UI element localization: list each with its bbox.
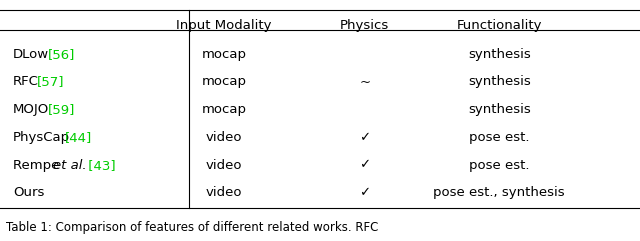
Text: video: video (205, 159, 243, 172)
Text: ✓: ✓ (359, 159, 371, 172)
Text: PhysCap: PhysCap (13, 131, 70, 144)
Text: [44]: [44] (65, 131, 93, 144)
Text: mocap: mocap (202, 75, 246, 88)
Text: pose est., synthesis: pose est., synthesis (433, 186, 565, 199)
Text: Rempe: Rempe (13, 159, 63, 172)
Text: synthesis: synthesis (468, 103, 531, 116)
Text: [57]: [57] (37, 75, 65, 88)
Text: DLow: DLow (13, 48, 49, 61)
Text: [59]: [59] (48, 103, 76, 116)
Text: pose est.: pose est. (469, 131, 529, 144)
Text: video: video (205, 131, 243, 144)
Text: ✓: ✓ (359, 186, 371, 199)
Text: ✓: ✓ (359, 131, 371, 144)
Text: Input Modality: Input Modality (176, 19, 272, 32)
Text: Ours: Ours (13, 186, 44, 199)
Text: synthesis: synthesis (468, 48, 531, 61)
Text: Functionality: Functionality (456, 19, 542, 32)
Text: [43]: [43] (84, 159, 115, 172)
Text: ~: ~ (359, 75, 371, 88)
Text: MOJO: MOJO (13, 103, 49, 116)
Text: Table 1: Comparison of features of different related works. RFC: Table 1: Comparison of features of diffe… (6, 221, 379, 234)
Text: RFC: RFC (13, 75, 38, 88)
Text: mocap: mocap (202, 48, 246, 61)
Text: Physics: Physics (340, 19, 389, 32)
Text: [56]: [56] (48, 48, 76, 61)
Text: synthesis: synthesis (468, 75, 531, 88)
Text: mocap: mocap (202, 103, 246, 116)
Text: video: video (205, 186, 243, 199)
Text: et al.: et al. (53, 159, 87, 172)
Text: pose est.: pose est. (469, 159, 529, 172)
